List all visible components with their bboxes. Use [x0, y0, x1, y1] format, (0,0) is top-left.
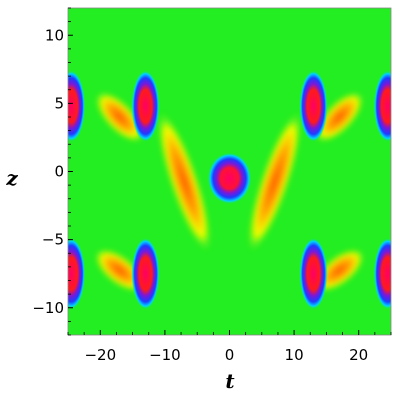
peak-0: [68, 70, 86, 143]
y-axis-label: z: [5, 166, 18, 190]
y-tick-label: −5: [42, 231, 64, 249]
ridge-band-0: [94, 91, 145, 143]
y-tick-label: 5: [54, 94, 64, 112]
peak-1: [68, 237, 86, 310]
peak-2: [131, 70, 160, 143]
y-tick-label: −10: [32, 299, 64, 317]
ridge-band-5: [247, 110, 302, 254]
x-tick-label: 10: [285, 346, 304, 364]
plot-area: [68, 8, 391, 335]
ridge-band-2: [314, 91, 365, 143]
peak-7: [373, 237, 391, 310]
peak-layer: [68, 70, 391, 310]
ridge-layer: [94, 91, 365, 293]
y-axis: −10 −5 0 5 10: [32, 7, 73, 336]
peak-3: [131, 237, 160, 310]
central-peak: [207, 152, 252, 205]
x-tick-label: −20: [84, 346, 116, 364]
x-tick-label: 20: [349, 346, 368, 364]
peak-5: [299, 237, 328, 310]
peak-6: [373, 70, 391, 143]
y-tick-label: 10: [45, 26, 64, 44]
x-tick-label: 0: [225, 346, 235, 364]
ridge-band-4: [157, 110, 212, 254]
x-axis-label: t: [225, 369, 235, 393]
y-tick-label: 0: [54, 163, 64, 181]
x-tick-label: −10: [149, 346, 181, 364]
peak-4: [299, 70, 328, 143]
x-axis: −20 −10 0 10 20: [67, 330, 392, 364]
